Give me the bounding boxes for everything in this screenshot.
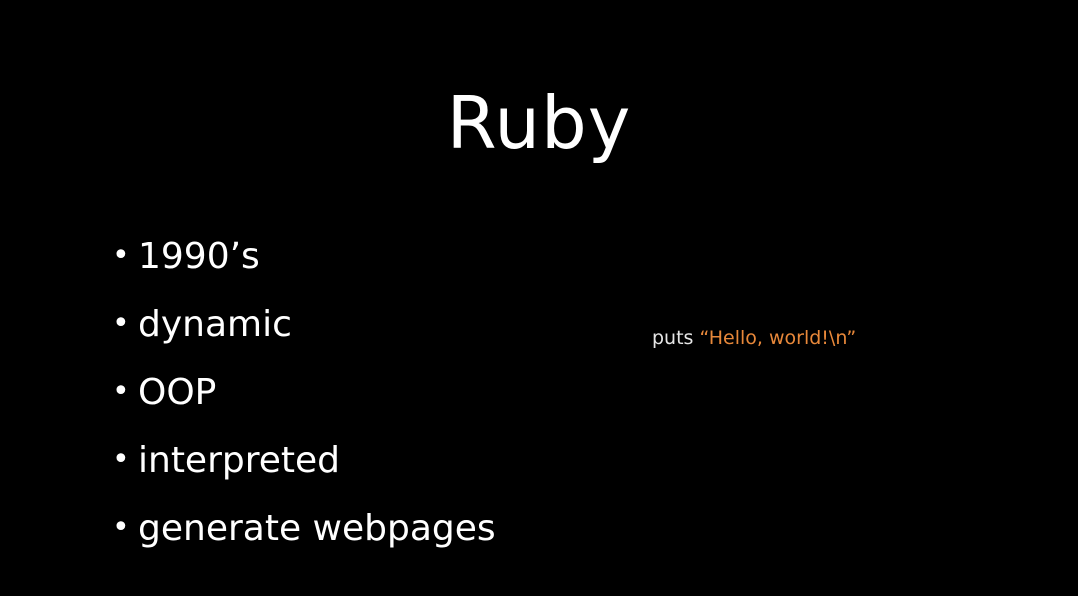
bullet-list: • 1990’s • dynamic • OOP • interpreted •… — [112, 222, 496, 562]
bullet-item-oop: • OOP — [112, 358, 496, 426]
bullet-icon: • — [112, 374, 130, 409]
code-string: “Hello, world!\n” — [699, 327, 857, 349]
code-sample: puts “Hello, world!\n” — [652, 325, 856, 351]
slide-title: Ruby — [446, 81, 632, 165]
bullet-text: interpreted — [138, 439, 341, 481]
bullet-text: dynamic — [138, 303, 292, 345]
bullet-item-dynamic: • dynamic — [112, 290, 496, 358]
code-keyword: puts — [652, 327, 694, 349]
bullet-icon: • — [112, 238, 130, 273]
bullet-icon: • — [112, 510, 130, 545]
bullet-text: generate webpages — [138, 507, 496, 549]
bullet-text: OOP — [138, 371, 217, 413]
bullet-item-1990s: • 1990’s — [112, 222, 496, 290]
bullet-item-interpreted: • interpreted — [112, 426, 496, 494]
bullet-text: 1990’s — [138, 235, 260, 277]
bullet-icon: • — [112, 306, 130, 341]
bullet-icon: • — [112, 442, 130, 477]
bullet-item-generate-webpages: • generate webpages — [112, 494, 496, 562]
